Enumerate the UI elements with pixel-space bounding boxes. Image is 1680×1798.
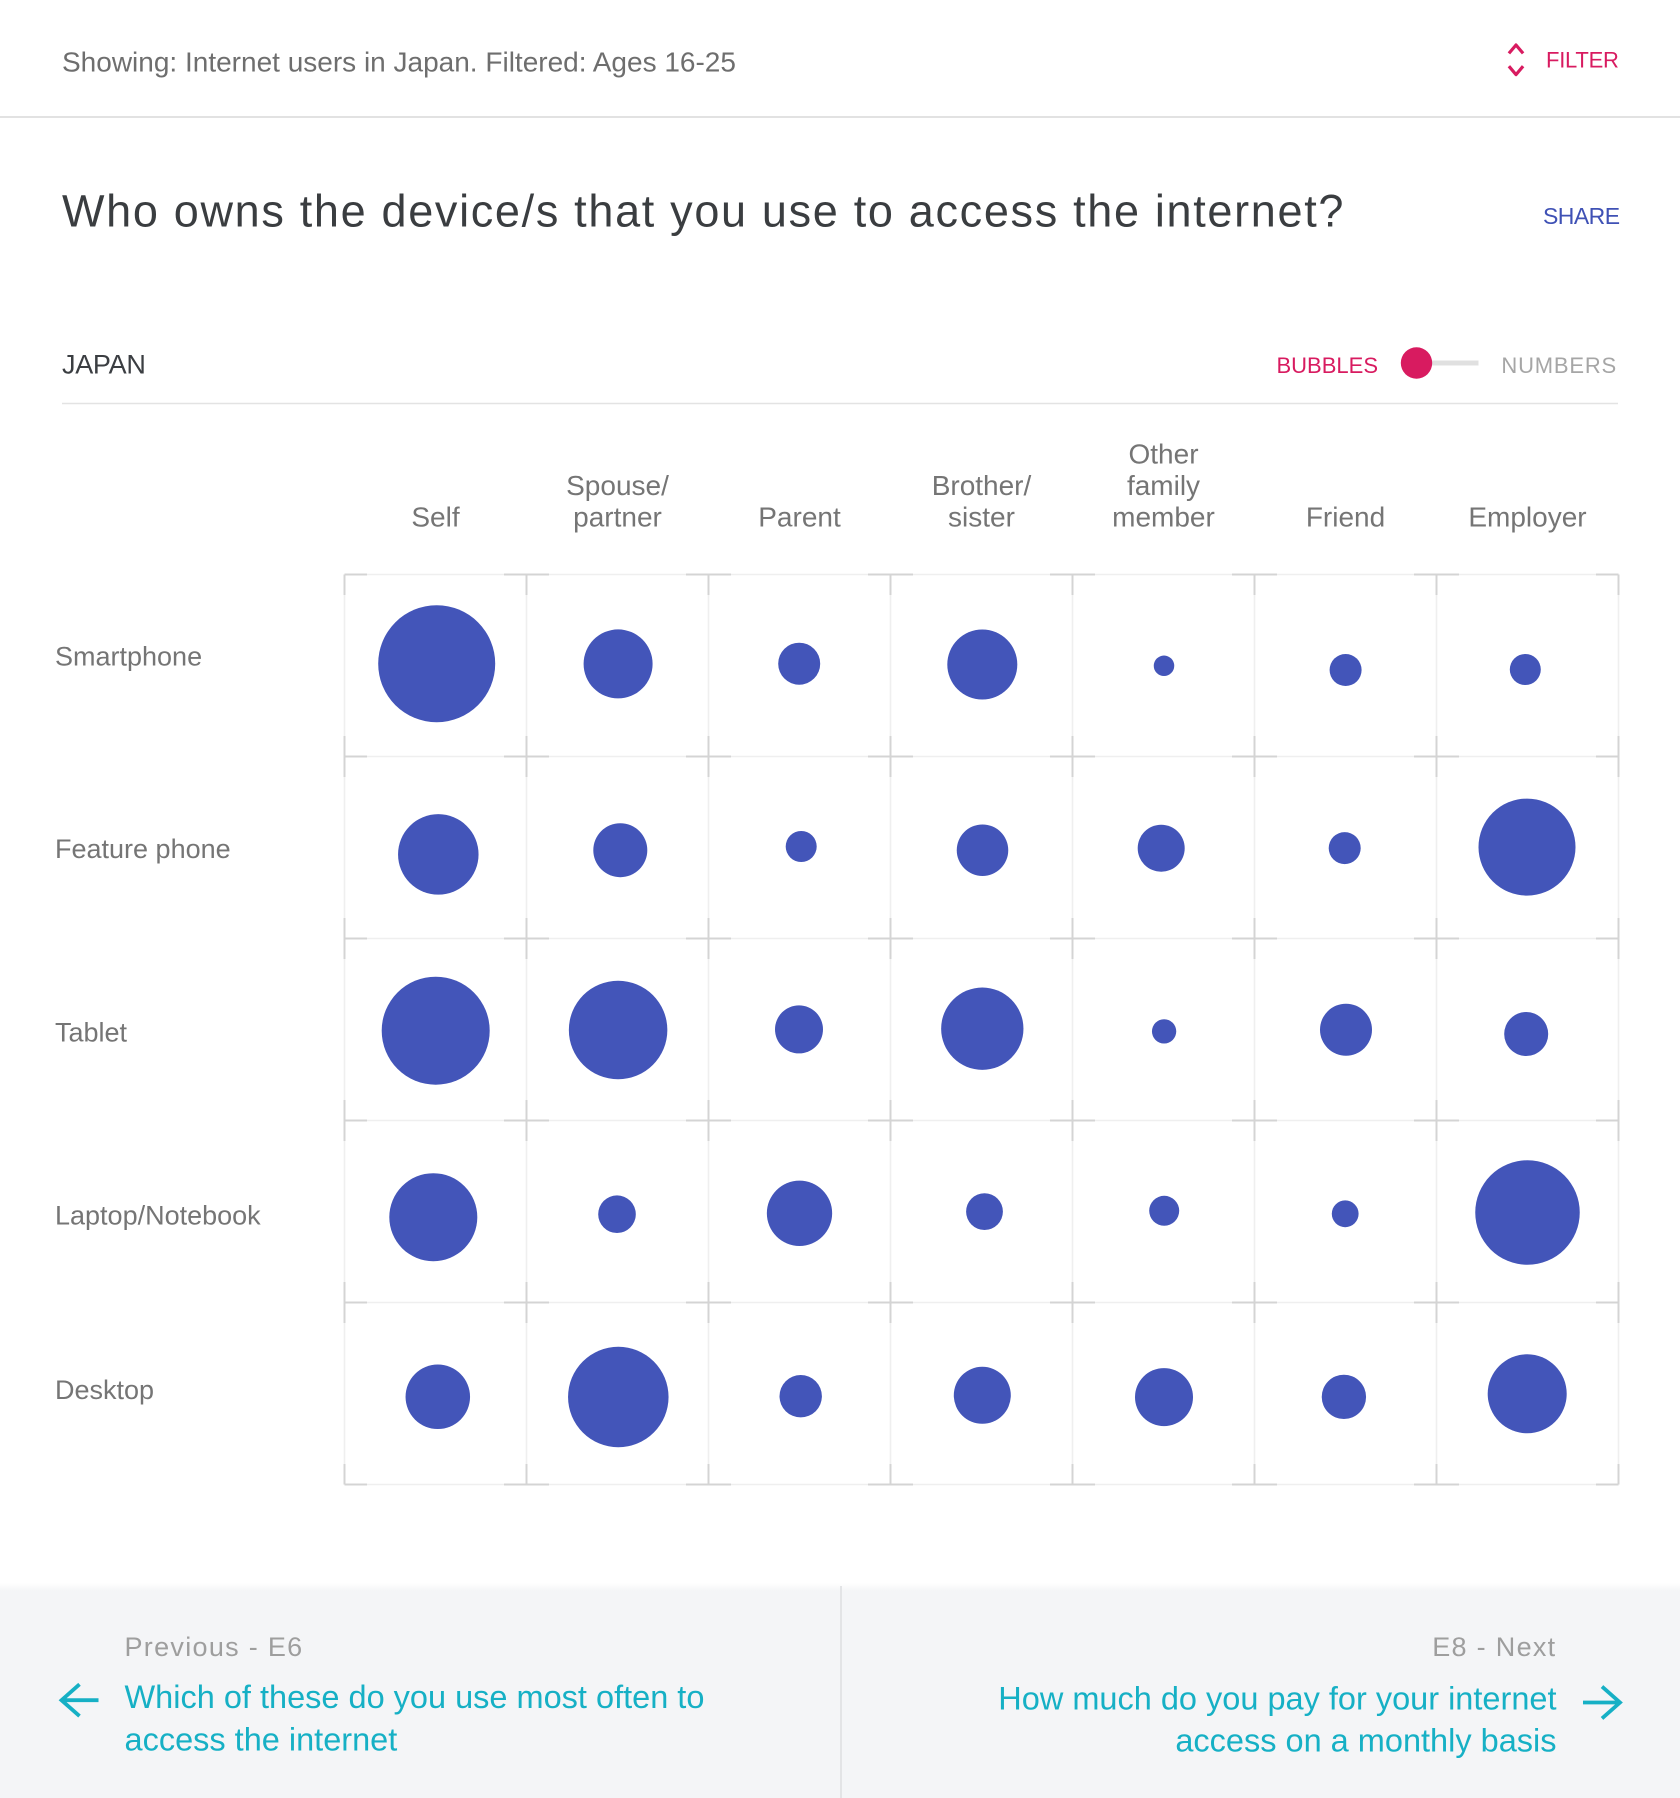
svg-text:partner: partner	[573, 502, 662, 533]
svg-text:Employer: Employer	[1468, 502, 1586, 533]
svg-text:FILTER: FILTER	[1546, 48, 1619, 73]
svg-text:Smartphone: Smartphone	[55, 642, 202, 672]
svg-text:BUBBLES: BUBBLES	[1277, 353, 1379, 378]
svg-text:SHARE: SHARE	[1543, 203, 1620, 229]
svg-text:NUMBERS: NUMBERS	[1501, 353, 1617, 378]
svg-text:family: family	[1127, 470, 1200, 501]
svg-text:Feature phone: Feature phone	[55, 834, 231, 864]
svg-text:Previous - E6: Previous - E6	[125, 1632, 304, 1662]
svg-text:sister: sister	[948, 502, 1015, 533]
svg-text:JAPAN: JAPAN	[62, 349, 146, 379]
svg-text:access the internet: access the internet	[125, 1722, 398, 1758]
svg-text:Friend: Friend	[1306, 502, 1385, 533]
svg-text:Desktop: Desktop	[55, 1375, 154, 1405]
svg-text:Showing: Internet users in Jap: Showing: Internet users in Japan. Filter…	[62, 46, 736, 77]
svg-text:Brother/: Brother/	[932, 470, 1032, 501]
svg-text:Who owns the device/s that you: Who owns the device/s that you use to ac…	[62, 186, 1345, 237]
svg-text:Laptop/Notebook: Laptop/Notebook	[55, 1201, 261, 1231]
svg-text:Self: Self	[411, 502, 459, 533]
svg-text:Parent: Parent	[758, 502, 841, 533]
svg-text:member: member	[1112, 502, 1215, 533]
svg-text:access on a monthly basis: access on a monthly basis	[1175, 1722, 1556, 1758]
svg-text:Spouse/: Spouse/	[566, 470, 669, 501]
svg-text:Other: Other	[1128, 438, 1198, 469]
svg-text:How much do you pay for your i: How much do you pay for your internet	[998, 1681, 1556, 1717]
svg-text:Which of these do you use most: Which of these do you use most often to	[125, 1679, 705, 1715]
svg-text:E8 - Next: E8 - Next	[1432, 1632, 1556, 1662]
svg-text:Tablet: Tablet	[55, 1017, 128, 1047]
